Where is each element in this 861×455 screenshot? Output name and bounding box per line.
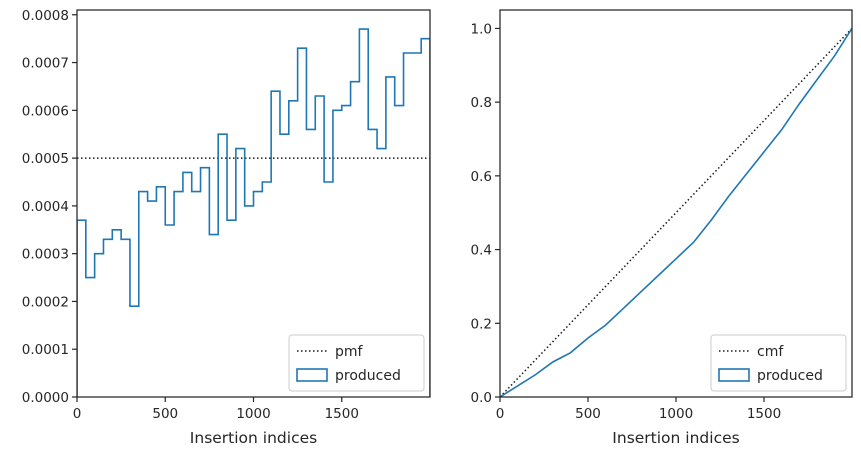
x-axis-label: Insertion indices	[190, 429, 317, 447]
x-tick-label: 1000	[659, 406, 693, 422]
legend-label: produced	[757, 368, 823, 384]
y-tick-label: 0.2	[471, 316, 492, 332]
legend-label: produced	[335, 368, 401, 384]
x-tick-label: 0	[496, 406, 505, 422]
legend-item-pmf: pmf	[297, 344, 364, 360]
right-panel: 0 500 1000 1500 0.0 0.2 0.4 0.6 0.8 1.0 Insertion …	[471, 9, 853, 447]
left-panel: 0 500 1000 1500 0.0000 0.0001 0.0002 0.0003 0.00…	[22, 8, 431, 447]
y-tick-label: 0.0	[471, 390, 492, 406]
series-cmf-line	[500, 27, 852, 397]
y-tick-label: 0.0008	[22, 8, 69, 24]
x-tick-label: 500	[575, 406, 601, 422]
plot-area	[77, 28, 430, 397]
x-tick-label: 1500	[325, 406, 359, 422]
y-tick-label: 0.6	[471, 169, 492, 185]
y-tick-label: 0.0001	[22, 342, 69, 358]
legend-swatch	[718, 368, 750, 382]
plot-area	[500, 27, 852, 397]
series-produced-line	[77, 28, 430, 397]
legend-label: cmf	[757, 344, 784, 360]
y-tick-label: 0.0007	[22, 56, 69, 72]
y-tick-label: 0.8	[471, 95, 492, 111]
legend-item-produced: produced	[296, 368, 401, 384]
y-tick-label: 0.0002	[22, 294, 69, 310]
legend-swatch	[296, 368, 328, 382]
legend-box	[288, 334, 425, 392]
legend-item-produced: produced	[718, 368, 823, 384]
legend-box	[710, 334, 847, 392]
y-tick-label: 0.0000	[22, 390, 69, 406]
y-tick-label: 0.0003	[22, 247, 69, 263]
y-tick-label: 1.0	[471, 21, 492, 37]
y-tick-label: 0.4	[471, 243, 492, 259]
y-tick-label: 0.0006	[22, 103, 69, 119]
x-axis-label: Insertion indices	[612, 429, 739, 447]
legend-item-cmf: cmf	[719, 344, 784, 360]
x-tick-label: 0	[73, 406, 82, 422]
legend: cmf produced	[710, 334, 847, 392]
series-produced-line	[500, 27, 852, 397]
x-tick-label: 1000	[236, 406, 270, 422]
y-tick-label: 0.0005	[22, 151, 69, 167]
y-tick-label: 0.0004	[22, 199, 69, 215]
legend: pmf produced	[288, 334, 425, 392]
x-tick-label: 500	[152, 406, 178, 422]
x-tick-label: 1500	[747, 406, 781, 422]
legend-label: pmf	[335, 344, 364, 360]
